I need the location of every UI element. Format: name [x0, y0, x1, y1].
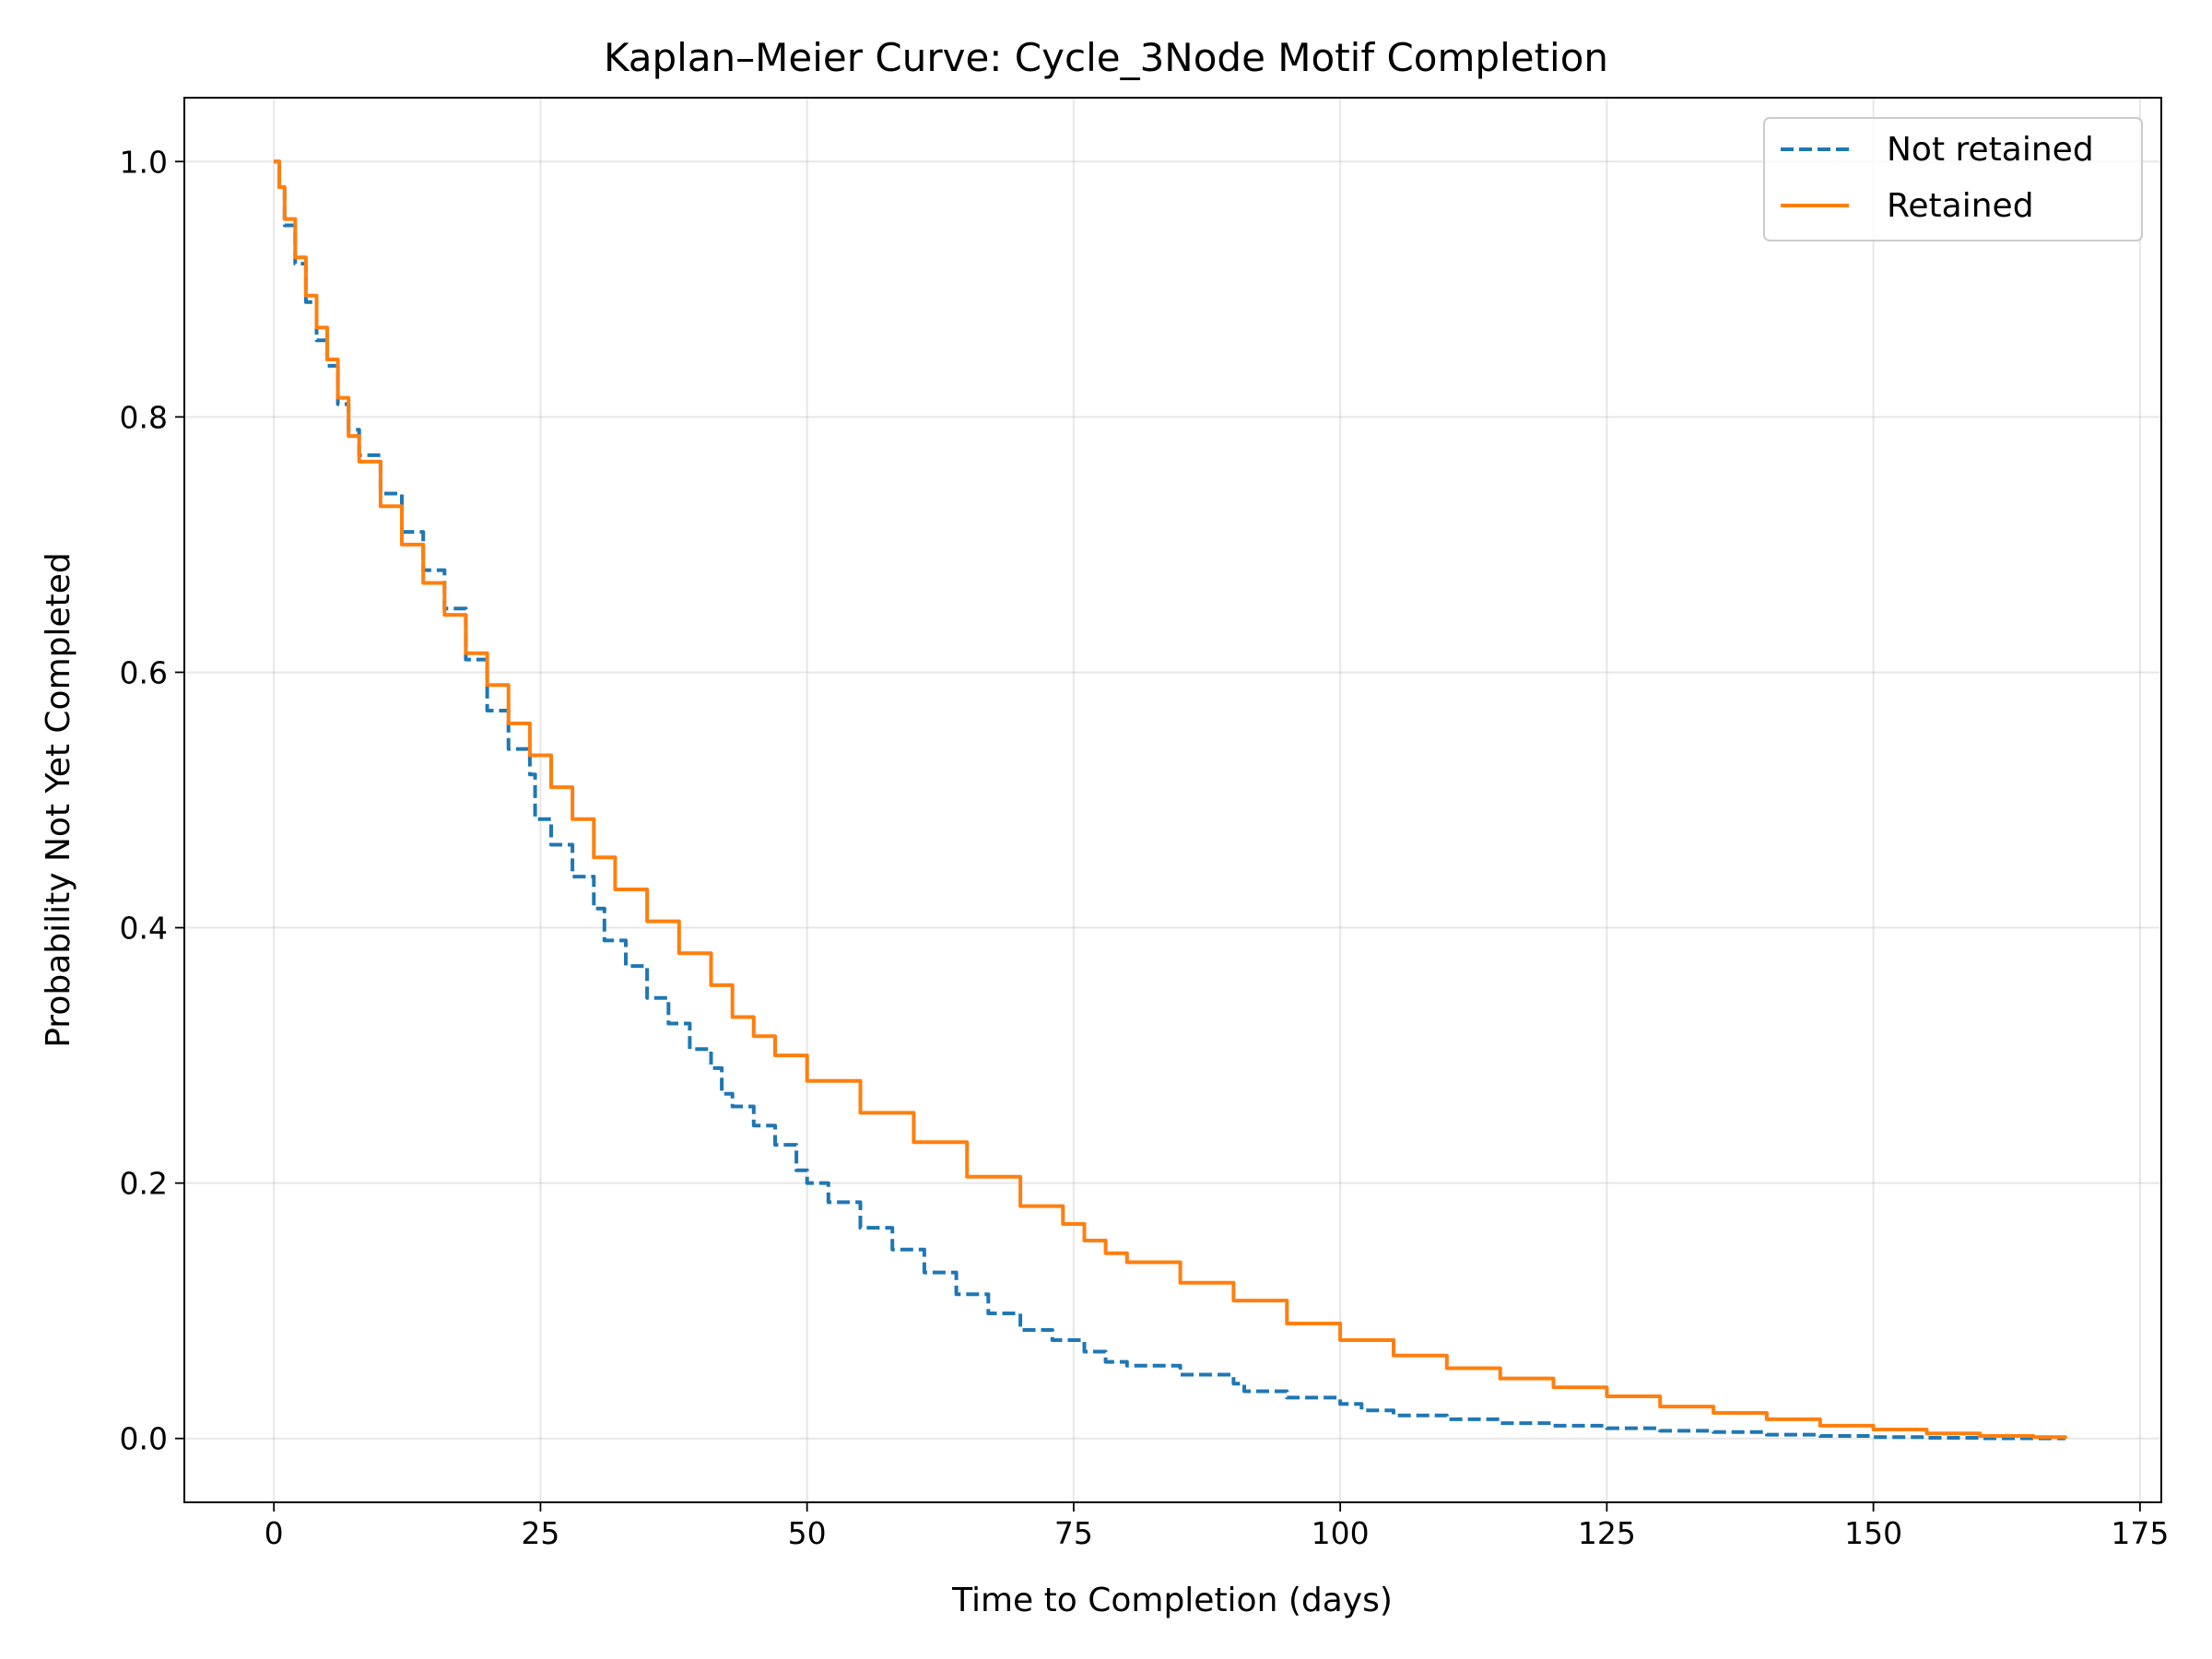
legend-label: Retained: [1887, 187, 2034, 225]
series-lines: [274, 159, 2067, 1441]
series-line-not-retained: [274, 159, 2067, 1441]
y-tick-label: 1.0: [120, 144, 168, 180]
x-tick-label: 75: [1054, 1515, 1093, 1551]
legend-label: Not retained: [1887, 131, 2094, 169]
x-tick-label: 100: [1312, 1515, 1370, 1551]
y-axis-label: Probability Not Yet Completed: [40, 552, 77, 1048]
x-axis-label: Time to Completion (days): [951, 1582, 1393, 1619]
x-tick-label: 175: [2111, 1515, 2169, 1551]
series-line-retained: [274, 159, 2067, 1440]
x-axis: 0 25 50 75 100 125 150 175: [265, 1502, 2169, 1551]
x-tick-label: 0: [265, 1515, 284, 1551]
x-tick-label: 150: [1844, 1515, 1902, 1551]
legend: Not retained Retained: [1763, 117, 2143, 241]
plot-frame: [183, 97, 2162, 1503]
x-tick-label: 25: [521, 1515, 559, 1551]
y-tick-label: 0.0: [120, 1421, 168, 1457]
y-tick-label: 0.2: [120, 1166, 168, 1202]
y-tick-label: 0.6: [120, 654, 168, 690]
x-tick-label: 50: [788, 1515, 827, 1551]
y-tick-label: 0.4: [120, 911, 168, 947]
y-axis: 0.0 0.2 0.4 0.6 0.8 1.0: [120, 144, 184, 1457]
y-tick-label: 0.8: [120, 399, 168, 435]
grid: [184, 98, 2161, 1502]
legend-box: [1763, 117, 2143, 241]
x-tick-label: 125: [1578, 1515, 1636, 1551]
chart-title: Kaplan–Meier Curve: Cycle_3Node Motif Co…: [604, 35, 1608, 80]
